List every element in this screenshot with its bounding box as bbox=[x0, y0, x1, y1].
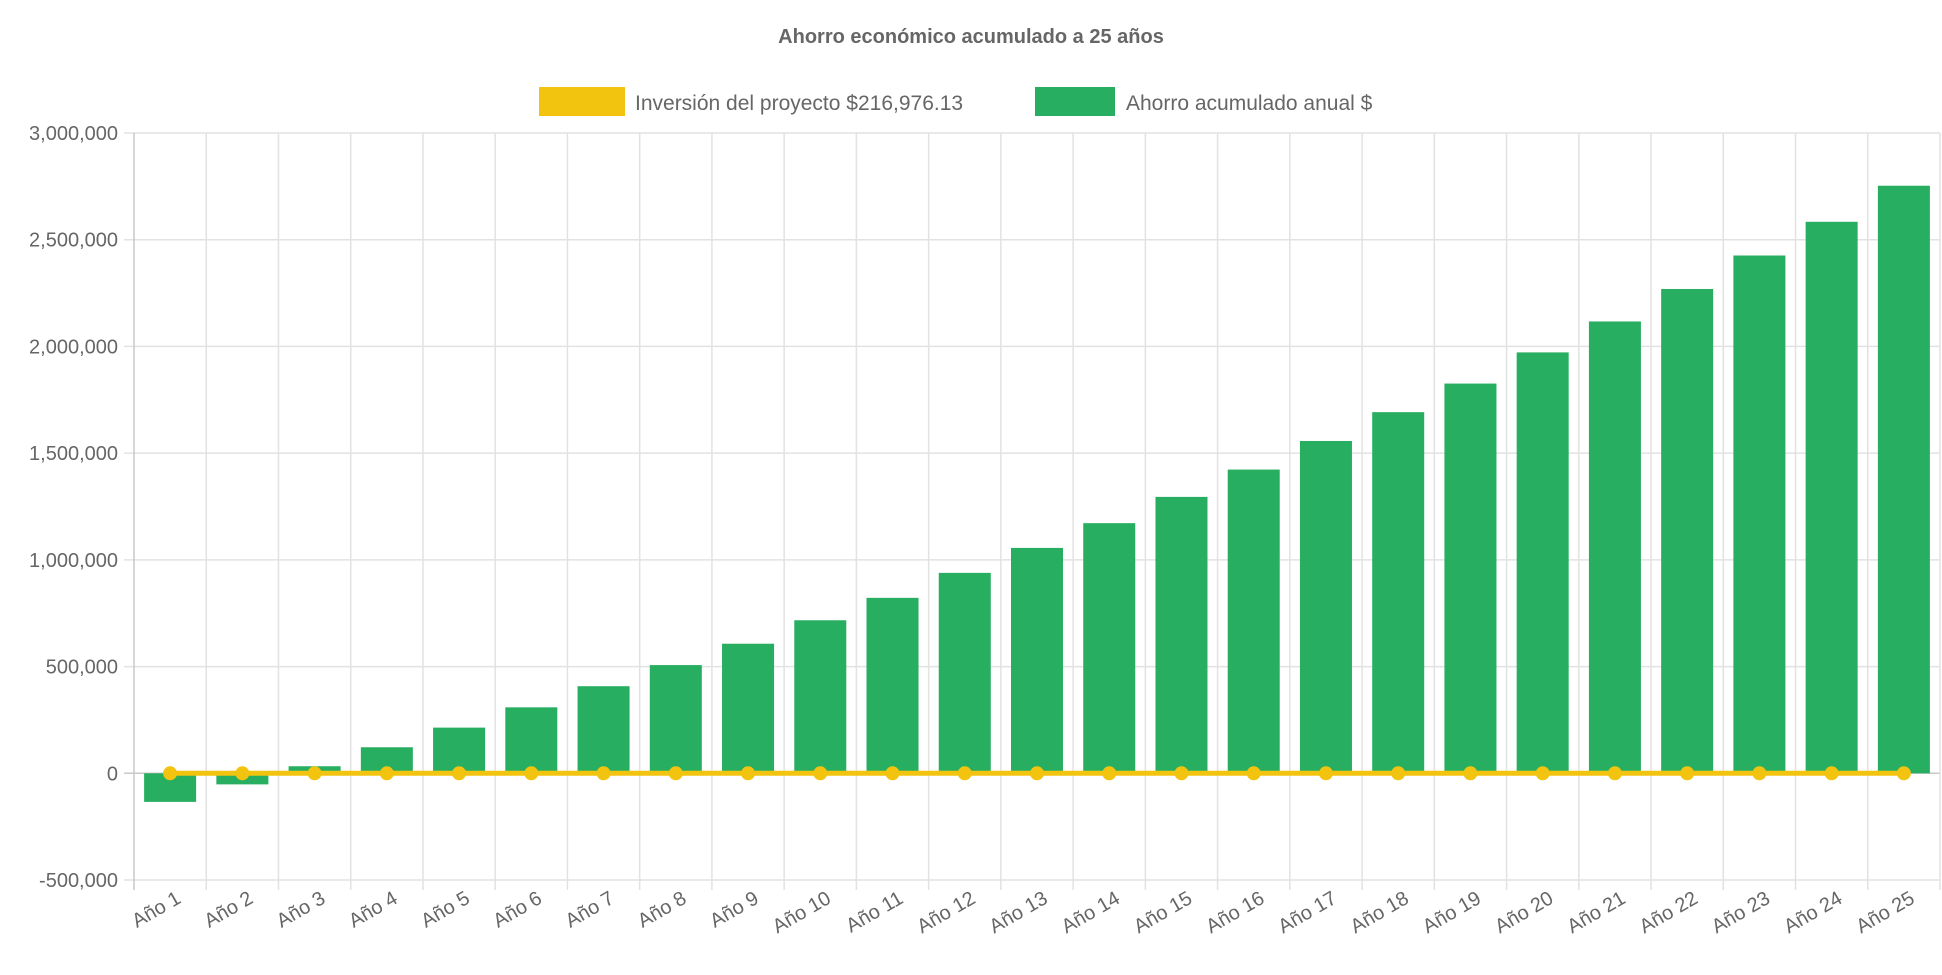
legend: Inversión del proyecto $216,976.13 Ahorr… bbox=[539, 87, 1373, 116]
bar-ahorro-18 bbox=[1372, 412, 1425, 774]
x-tick-label: Año 13 bbox=[986, 887, 1052, 938]
y-tick-label: 1,000,000 bbox=[29, 550, 118, 572]
investment-line bbox=[163, 766, 1911, 781]
x-tick-label: Año 18 bbox=[1347, 887, 1413, 938]
investment-point-24 bbox=[1824, 766, 1839, 781]
investment-point-16 bbox=[1246, 766, 1261, 781]
x-tick-label: Año 9 bbox=[706, 887, 762, 932]
investment-point-20 bbox=[1535, 766, 1550, 781]
legend-item-investment[interactable]: Inversión del proyecto $216,976.13 bbox=[539, 87, 963, 116]
investment-point-21 bbox=[1607, 766, 1622, 781]
legend-swatch-investment bbox=[539, 87, 625, 116]
x-tick-label: Año 6 bbox=[490, 887, 546, 932]
bar-ahorro-16 bbox=[1227, 469, 1280, 774]
investment-point-19 bbox=[1463, 766, 1478, 781]
bar-ahorro-7 bbox=[577, 686, 630, 774]
bar-ahorro-17 bbox=[1299, 440, 1352, 774]
bars bbox=[144, 185, 1930, 802]
y-tick-label: 3,000,000 bbox=[29, 123, 118, 145]
x-tick-label: Año 5 bbox=[417, 887, 473, 932]
x-tick-label: Año 16 bbox=[1202, 887, 1268, 938]
legend-item-savings[interactable]: Ahorro acumulado anual $ bbox=[1035, 87, 1373, 116]
x-tick-label: Año 25 bbox=[1852, 887, 1918, 938]
bar-ahorro-15 bbox=[1155, 496, 1208, 774]
bar-ahorro-10 bbox=[794, 620, 847, 774]
bar-ahorro-25 bbox=[1877, 185, 1930, 774]
investment-point-12 bbox=[957, 766, 972, 781]
y-axis: -500,000 0 500,000 1,000,000 1,500,000 2,000,… bbox=[29, 123, 118, 892]
x-tick-label: Año 3 bbox=[273, 887, 329, 932]
investment-point-3 bbox=[307, 766, 322, 781]
investment-point-15 bbox=[1174, 766, 1189, 781]
investment-point-22 bbox=[1680, 766, 1695, 781]
x-tick-label: Año 17 bbox=[1275, 887, 1341, 938]
bar-ahorro-22 bbox=[1661, 289, 1714, 774]
x-tick-label: Año 21 bbox=[1564, 887, 1630, 938]
legend-swatch-savings bbox=[1035, 87, 1115, 116]
investment-point-25 bbox=[1896, 766, 1911, 781]
bar-ahorro-8 bbox=[649, 665, 702, 774]
investment-point-1 bbox=[163, 766, 178, 781]
bar-ahorro-6 bbox=[505, 707, 558, 774]
x-tick-label: Año 20 bbox=[1491, 887, 1557, 938]
x-tick-label: Año 24 bbox=[1780, 887, 1846, 938]
bar-ahorro-12 bbox=[938, 572, 991, 774]
investment-point-6 bbox=[524, 766, 539, 781]
investment-point-23 bbox=[1752, 766, 1767, 781]
bar-ahorro-19 bbox=[1444, 383, 1497, 774]
x-tick-label: Año 22 bbox=[1636, 887, 1702, 938]
y-tick-label: -500,000 bbox=[39, 870, 118, 892]
legend-label-savings: Ahorro acumulado anual $ bbox=[1126, 92, 1373, 115]
x-tick-label: Año 1 bbox=[128, 887, 184, 932]
x-tick-label: Año 11 bbox=[842, 887, 907, 937]
x-axis: Año 1 Año 2 Año 3 Año 4 Año 5 Año 6 Año 7 Año 8… bbox=[128, 887, 1918, 938]
bar-ahorro-21 bbox=[1588, 321, 1641, 774]
x-tick-label: Año 19 bbox=[1419, 887, 1485, 938]
bar-ahorro-11 bbox=[866, 597, 919, 774]
investment-point-7 bbox=[596, 766, 611, 781]
bar-ahorro-24 bbox=[1805, 221, 1858, 774]
y-tick-label: 2,000,000 bbox=[29, 336, 118, 358]
legend-label-investment: Inversión del proyecto $216,976.13 bbox=[635, 92, 963, 115]
investment-point-11 bbox=[885, 766, 900, 781]
investment-point-18 bbox=[1391, 766, 1406, 781]
x-tick-label: Año 15 bbox=[1130, 887, 1196, 938]
bar-ahorro-20 bbox=[1516, 352, 1569, 774]
investment-point-8 bbox=[668, 766, 683, 781]
x-tick-label: Año 23 bbox=[1708, 887, 1774, 938]
investment-point-14 bbox=[1102, 766, 1117, 781]
investment-point-13 bbox=[1030, 766, 1044, 781]
y-tick-label: 0 bbox=[107, 763, 118, 785]
investment-point-4 bbox=[379, 766, 394, 781]
bar-ahorro-23 bbox=[1733, 255, 1786, 774]
bar-ahorro-14 bbox=[1083, 523, 1136, 774]
investment-point-17 bbox=[1318, 766, 1333, 781]
bar-ahorro-9 bbox=[722, 643, 775, 774]
y-tick-label: 500,000 bbox=[46, 657, 118, 679]
chart-title: Ahorro económico acumulado a 25 años bbox=[778, 26, 1164, 48]
x-tick-label: Año 14 bbox=[1058, 887, 1124, 938]
x-tick-label: Año 10 bbox=[769, 887, 835, 938]
x-tick-label: Año 4 bbox=[345, 887, 401, 932]
grid bbox=[124, 132, 1941, 890]
investment-point-9 bbox=[741, 766, 756, 781]
y-tick-label: 1,500,000 bbox=[29, 443, 118, 465]
x-tick-label: Año 7 bbox=[562, 887, 618, 932]
x-tick-label: Año 8 bbox=[634, 887, 690, 932]
bar-ahorro-13 bbox=[1010, 547, 1064, 774]
investment-point-10 bbox=[813, 766, 828, 781]
y-tick-label: 2,500,000 bbox=[29, 230, 118, 252]
investment-point-5 bbox=[452, 766, 467, 781]
x-tick-label: Año 12 bbox=[913, 887, 979, 938]
bar-ahorro-5 bbox=[433, 727, 486, 774]
investment-point-2 bbox=[235, 766, 250, 781]
x-tick-label: Año 2 bbox=[201, 887, 257, 932]
